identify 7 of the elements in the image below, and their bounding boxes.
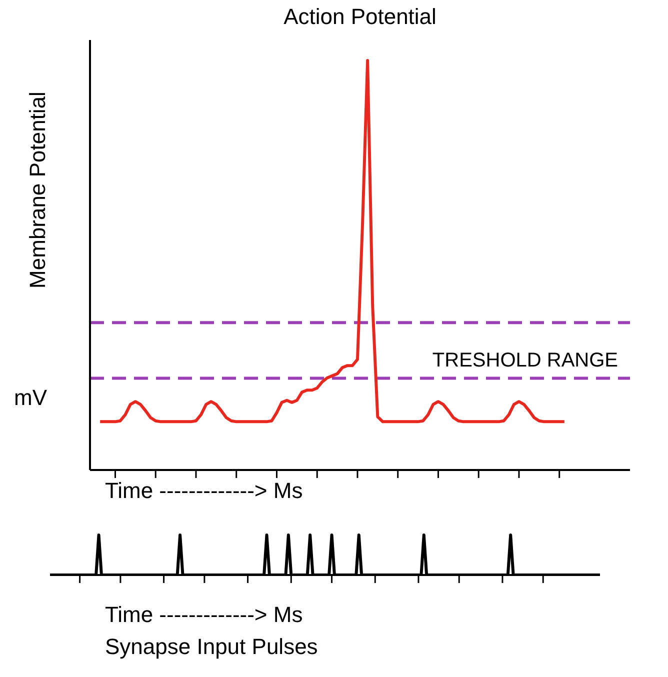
- ref-line-label: TRESHOLD RANGE: [432, 349, 618, 372]
- y-axis-title: Membrane Potential: [25, 92, 51, 288]
- chart-title: Action Potential: [282, 4, 438, 30]
- x-axis-title: Time -------------> Ms: [105, 602, 303, 628]
- text: mV: [14, 385, 47, 411]
- text: Synapse Input Pulses: [105, 634, 318, 660]
- x-axis-title: Time -------------> Ms: [105, 478, 303, 504]
